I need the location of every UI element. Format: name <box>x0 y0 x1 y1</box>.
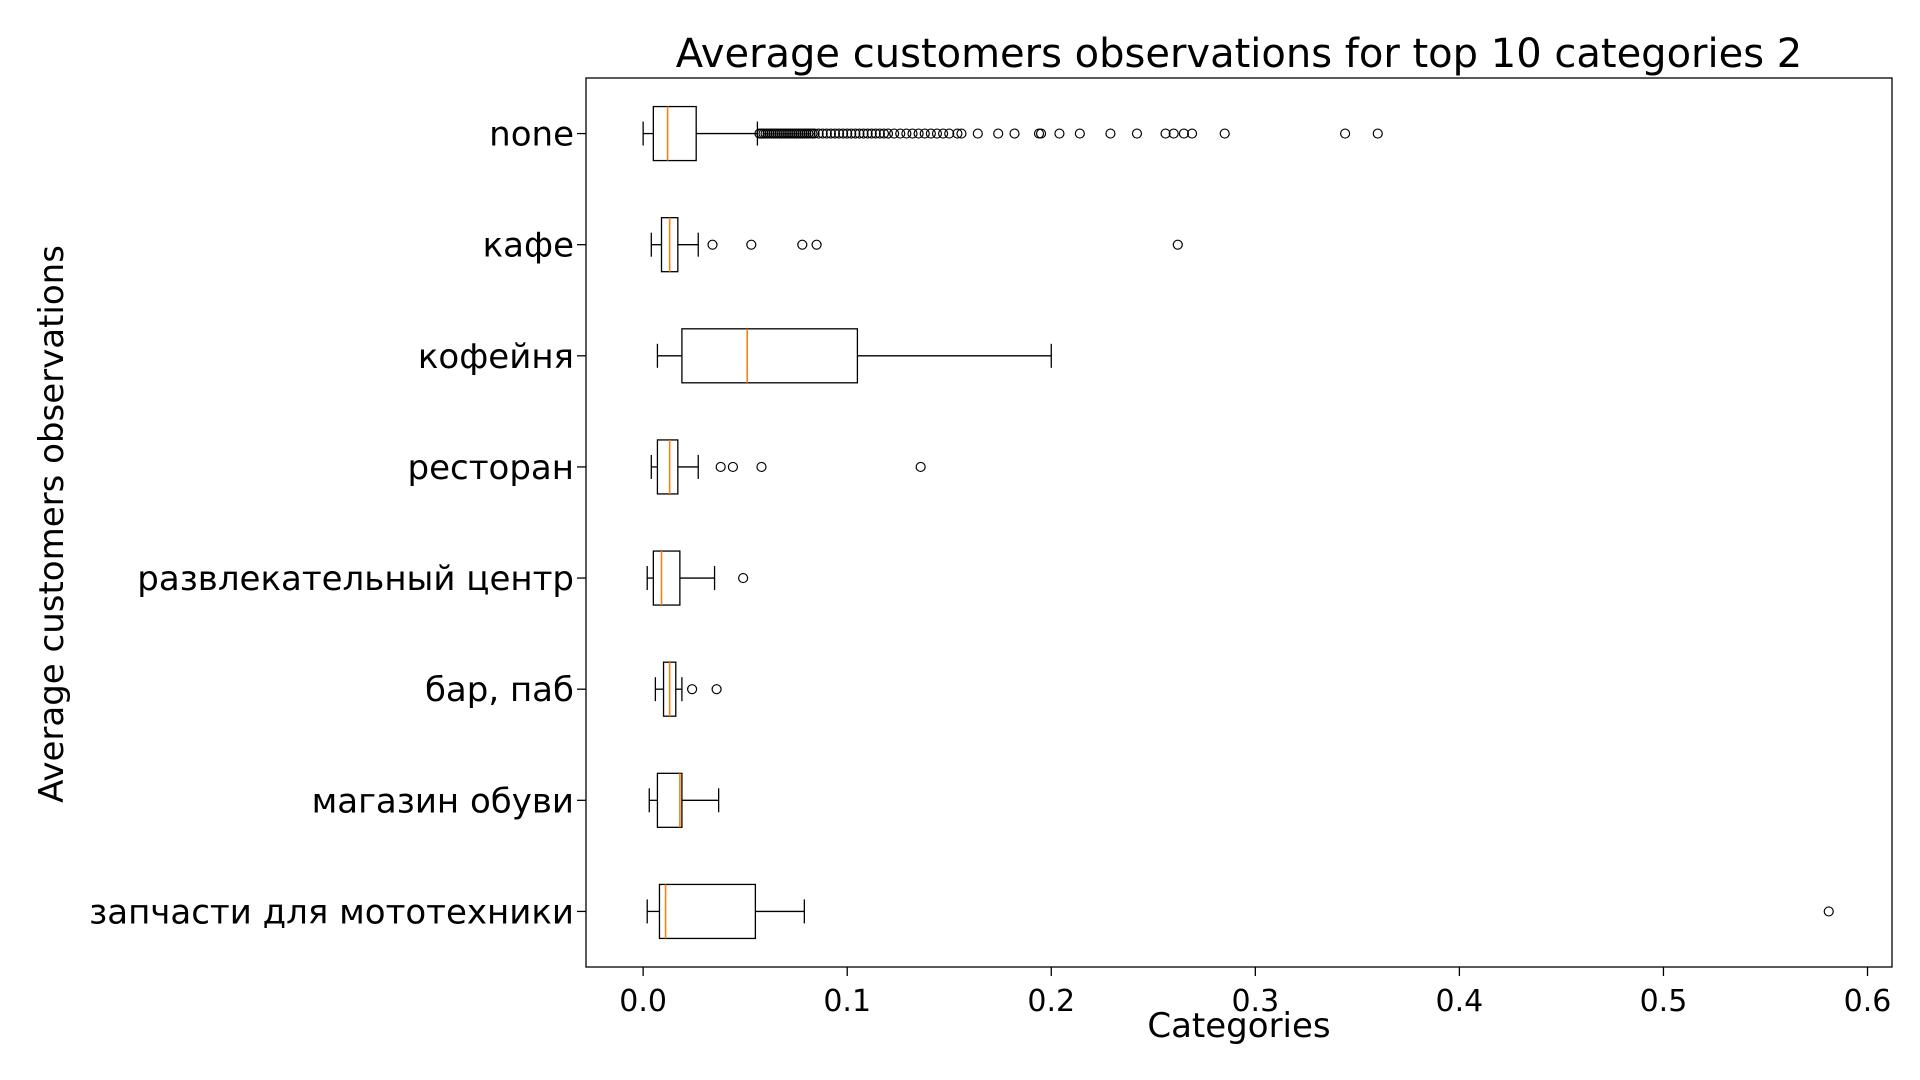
box-iqr <box>681 328 859 384</box>
outlier-point <box>1372 128 1383 139</box>
box-iqr <box>658 883 757 940</box>
outlier-point <box>833 128 845 139</box>
x-tick-label: 0.6 <box>1844 984 1892 1019</box>
outlier-point <box>931 128 943 139</box>
y-tick-label: ресторан <box>408 448 574 488</box>
x-tick-label: 0.4 <box>1436 984 1484 1019</box>
outlier-point <box>1219 128 1230 139</box>
outlier-point <box>1172 239 1183 250</box>
outlier-point <box>1035 128 1047 139</box>
outlier-point <box>1033 128 1045 139</box>
outlier-point <box>866 128 877 139</box>
outlier-point <box>919 128 930 139</box>
y-tick-label: кофейня <box>418 337 574 377</box>
outlier-point <box>1168 128 1179 139</box>
outlier-point <box>993 128 1004 139</box>
outlier-point <box>738 572 749 584</box>
outlier-point <box>895 128 906 139</box>
box-iqr <box>656 439 679 495</box>
box-iqr <box>652 550 681 606</box>
outlier-point <box>901 128 912 139</box>
outlier-point <box>938 128 949 139</box>
outlier-point <box>813 128 824 139</box>
outlier-point <box>858 128 869 139</box>
outlier-point <box>1105 128 1116 139</box>
outlier-point <box>1160 128 1171 139</box>
outlier-point <box>811 239 822 250</box>
y-tick-label: кафе <box>483 226 574 266</box>
outlier-point <box>1009 128 1020 139</box>
outlier-point <box>882 128 894 139</box>
outlier-point <box>711 684 722 695</box>
x-tick-label: 0.1 <box>823 984 871 1019</box>
outlier-point <box>972 128 983 139</box>
outlier-point <box>797 239 808 250</box>
outlier-point <box>854 128 865 139</box>
outlier-point <box>821 128 832 139</box>
plot-frame <box>585 77 1893 968</box>
outlier-point <box>956 128 967 139</box>
outlier-point <box>874 128 885 139</box>
outlier-point <box>746 239 757 250</box>
outlier-point <box>809 128 820 139</box>
y-tick-label: бар, паб <box>425 670 574 710</box>
outlier-point <box>850 128 861 139</box>
x-axis-label: Categories <box>1147 1006 1330 1046</box>
outlier-point <box>907 128 918 139</box>
x-tick-label: 0.3 <box>1231 984 1279 1019</box>
outlier-point <box>1186 128 1198 139</box>
outlier-point <box>687 684 698 695</box>
outlier-point <box>707 239 718 250</box>
outlier-point <box>825 128 836 139</box>
outlier-point <box>1823 906 1834 917</box>
outlier-point <box>925 128 936 139</box>
y-axis-label: Average customers observations <box>32 245 72 803</box>
outlier-point <box>846 128 857 139</box>
outlier-point <box>829 128 841 139</box>
y-tick-label: магазин обуви <box>312 781 574 821</box>
y-tick-label: запчасти для мототехники <box>89 892 574 932</box>
y-tick-label: развлекательный центр <box>137 559 574 599</box>
outlier-point <box>727 461 739 473</box>
outlier-point <box>817 128 828 139</box>
plot-area: 0.0 0.1 0.2 0.3 0.4 0.5 0.6 none кафе кофейня рест… <box>89 105 1892 1019</box>
outlier-point <box>862 128 873 139</box>
box-iqr <box>652 105 697 162</box>
outlier-point <box>870 128 881 139</box>
outlier-point <box>1074 128 1085 139</box>
outlier-point <box>944 128 955 139</box>
outlier-point <box>1054 128 1065 139</box>
outlier-point <box>838 128 849 139</box>
y-tick-label: none <box>489 115 574 155</box>
outlier-point <box>715 461 726 473</box>
outlier-point <box>842 128 853 139</box>
x-tick-label: 0.2 <box>1027 984 1075 1019</box>
chart-title: Average customers observations for top 1… <box>676 31 1802 77</box>
outlier-point <box>915 461 926 473</box>
outlier-point <box>878 128 890 139</box>
outlier-point <box>1340 128 1351 139</box>
outlier-point <box>889 128 900 139</box>
outlier-point <box>913 128 924 139</box>
outlier-point <box>756 461 767 473</box>
x-tick-label: 0.5 <box>1640 984 1688 1019</box>
outlier-point <box>952 128 963 139</box>
outlier-point <box>1131 128 1143 139</box>
outlier-point <box>1178 128 1190 139</box>
box-iqr <box>656 772 683 828</box>
x-tick-label: 0.0 <box>619 984 667 1019</box>
